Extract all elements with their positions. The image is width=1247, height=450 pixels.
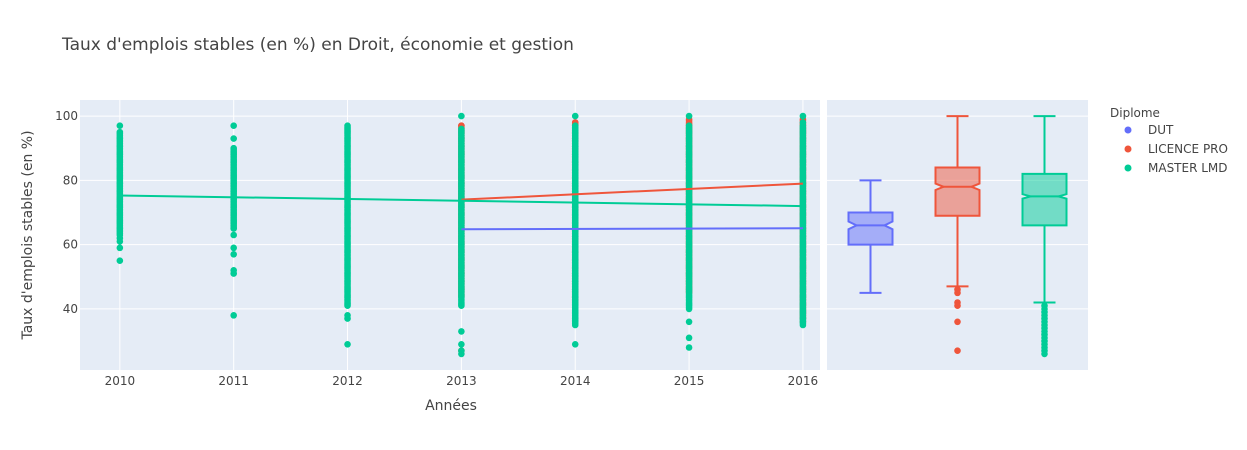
outlier-point (954, 318, 961, 326)
x-tick-label: 2015 (674, 374, 705, 388)
legend-item-licence-pro[interactable]: LICENCE PRO (1124, 142, 1228, 156)
data-point (344, 340, 351, 348)
main-plot-area[interactable] (80, 100, 820, 370)
data-point (230, 122, 237, 130)
data-point (116, 128, 124, 136)
data-point (685, 112, 693, 120)
data-point (230, 144, 237, 152)
outlier-point (1041, 350, 1048, 358)
data-point (458, 112, 465, 120)
box-dut[interactable] (847, 179, 894, 294)
legend-marker-dut (1124, 126, 1132, 134)
data-point (571, 112, 579, 120)
data-point (230, 312, 237, 319)
trend-line (461, 182, 803, 201)
data-point (230, 244, 237, 252)
outlier-point (954, 302, 961, 310)
data-point (799, 119, 807, 126)
data-point (116, 257, 124, 265)
data-point (458, 340, 465, 348)
data-point (685, 122, 693, 130)
x-tick-label: 2010 (105, 374, 136, 388)
legend-item-master-lmd[interactable]: MASTER LMD (1124, 161, 1228, 175)
box-body (1021, 172, 1068, 227)
box-body (934, 166, 981, 217)
legend-marker-licence-pro (1124, 145, 1132, 153)
y-tick-label: 80 (63, 173, 78, 187)
y-tick-label: 60 (63, 238, 78, 252)
data-point (230, 250, 237, 258)
data-point (571, 122, 579, 130)
data-point (344, 315, 351, 322)
box-plots[interactable] (847, 115, 1068, 358)
x-tick-label: 2011 (218, 374, 249, 388)
data-point (230, 270, 237, 277)
data-point (571, 340, 579, 348)
legend-item-dut[interactable]: DUT (1124, 123, 1175, 137)
x-axis-title: Années (425, 398, 477, 414)
data-point (685, 334, 693, 342)
data-point (344, 122, 351, 130)
x-tick-label: 2014 (560, 374, 591, 388)
data-point (458, 125, 465, 133)
chart-title: Taux d'emplois stables (en %) en Droit, … (61, 35, 574, 55)
legend-title: Diplome (1110, 106, 1160, 120)
outlier-point (954, 289, 961, 297)
data-point (230, 135, 237, 142)
box-master-lmd[interactable] (1021, 115, 1068, 358)
data-point (799, 112, 807, 120)
legend-label-master-lmd: MASTER LMD (1148, 161, 1228, 175)
box-licence-pro[interactable] (934, 115, 981, 355)
scatter-points[interactable] (116, 112, 807, 358)
x-tick-label: 2013 (446, 374, 477, 388)
x-axis-ticks: 2010 2011 2012 2013 2014 2015 2016 (105, 374, 819, 388)
trend-lines (119, 182, 803, 231)
data-point (685, 344, 693, 351)
y-axis-ticks: 40 60 80 100 (55, 109, 78, 316)
legend-marker-master-lmd (1124, 164, 1132, 172)
trend-line (461, 227, 803, 231)
y-tick-label: 100 (55, 109, 78, 123)
legend[interactable]: Diplome DUT LICENCE PRO MASTER LMD (1110, 106, 1228, 175)
y-axis-title: Taux d'emplois stables (en %) (20, 130, 36, 340)
x-tick-label: 2012 (332, 374, 363, 388)
data-point (230, 231, 237, 239)
data-point (116, 238, 124, 245)
outlier-point (954, 347, 961, 355)
box-body (847, 211, 894, 246)
data-point (116, 244, 124, 252)
data-point (458, 350, 465, 358)
y-tick-label: 40 (63, 302, 78, 316)
legend-label-dut: DUT (1148, 123, 1174, 137)
data-point (458, 328, 465, 335)
trend-line (119, 194, 803, 208)
data-point (685, 318, 693, 326)
x-tick-label: 2016 (788, 374, 819, 388)
data-point (116, 122, 124, 130)
legend-label-licence-pro: LICENCE PRO (1148, 142, 1228, 156)
